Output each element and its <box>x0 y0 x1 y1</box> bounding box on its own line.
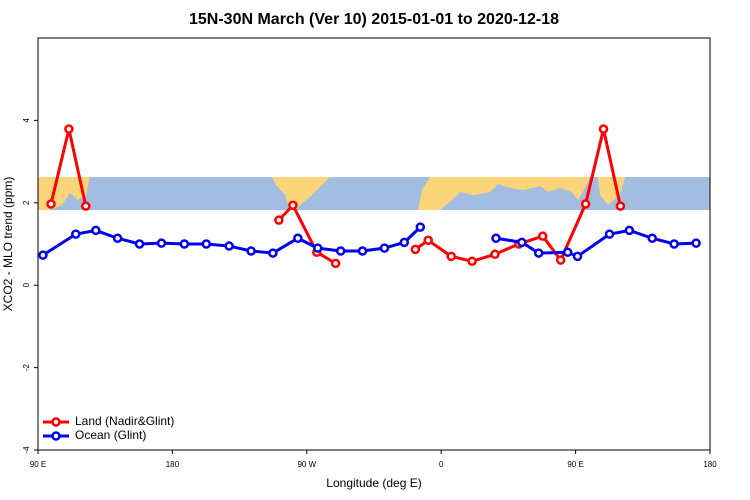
point <box>156 238 167 248</box>
point <box>46 199 56 209</box>
point <box>604 229 615 239</box>
y-tick-label: -4 <box>22 446 31 454</box>
point <box>446 251 456 262</box>
point <box>669 239 679 249</box>
y-axis-label: XCO2 - MLO trend (ppm) <box>1 177 15 312</box>
x-tick-label: 90 E <box>567 460 583 469</box>
land <box>598 177 625 205</box>
point <box>224 241 234 251</box>
point <box>293 233 303 243</box>
y-tick-label: 2 <box>22 200 31 205</box>
point <box>399 237 410 248</box>
point <box>562 247 573 257</box>
point <box>415 222 426 232</box>
x-tick-label: 180 <box>166 460 180 469</box>
point <box>246 246 256 256</box>
legend-marker <box>51 417 61 427</box>
legend-label: Ocean (Glint) <box>75 428 146 442</box>
point <box>615 201 626 211</box>
point <box>335 246 346 256</box>
y-tick-label: 4 <box>22 118 31 123</box>
point <box>647 233 657 243</box>
point <box>64 124 74 134</box>
point <box>38 250 48 260</box>
point <box>624 225 635 236</box>
x-tick-label: 90 E <box>30 460 46 469</box>
point <box>201 239 212 249</box>
point <box>490 249 500 260</box>
land <box>418 177 590 210</box>
point <box>379 243 390 253</box>
land <box>272 177 330 210</box>
point <box>288 200 298 211</box>
point <box>580 199 591 209</box>
point <box>517 237 527 248</box>
legend-marker <box>51 431 61 441</box>
point <box>91 225 101 236</box>
point <box>268 248 278 258</box>
point <box>357 246 368 256</box>
chart-title: 15N-30N March (Ver 10) 2015-01-01 to 202… <box>189 11 559 28</box>
x-tick-label: 90 W <box>297 460 316 469</box>
point <box>537 231 548 241</box>
point <box>691 238 701 248</box>
point <box>572 251 583 262</box>
x-tick-label: 180 <box>703 460 717 469</box>
ocean-band <box>38 177 710 210</box>
y-tick-label: -2 <box>22 363 31 371</box>
point <box>81 201 91 211</box>
map-strip <box>38 177 710 210</box>
point <box>467 256 477 267</box>
point <box>330 258 341 269</box>
point <box>423 235 433 246</box>
point <box>491 233 501 243</box>
point <box>179 239 190 249</box>
point <box>598 124 609 134</box>
x-axis-label: Longitude (deg E) <box>326 476 421 490</box>
point <box>410 244 421 255</box>
point <box>71 229 81 239</box>
point <box>312 243 323 253</box>
plot-frame <box>37 37 711 451</box>
point <box>112 233 123 243</box>
x-tick-label: 0 <box>439 460 444 469</box>
point <box>274 215 284 225</box>
point <box>533 248 544 258</box>
point <box>555 255 566 265</box>
legend-label: Land (Nadir&Glint) <box>75 414 174 428</box>
point <box>134 239 145 249</box>
y-tick-label: 0 <box>22 282 31 287</box>
